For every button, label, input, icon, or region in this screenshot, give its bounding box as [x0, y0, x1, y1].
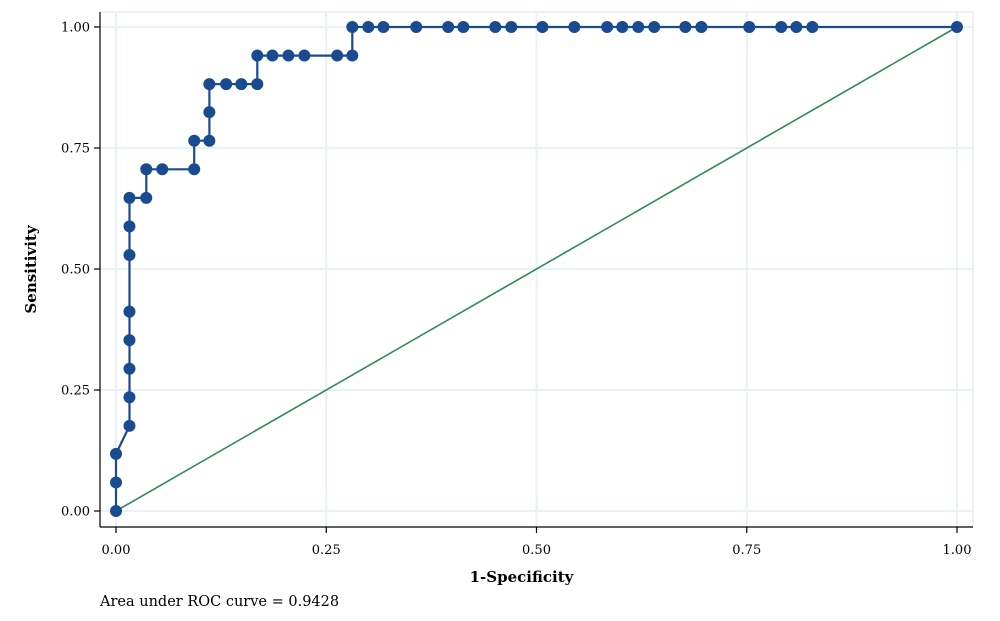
reference-line-layer	[115, 26, 958, 512]
roc-point-38	[601, 21, 614, 33]
roc-point-16	[203, 134, 216, 147]
reference-line	[115, 26, 958, 512]
roc-point-20	[235, 78, 248, 91]
roc-point-37	[568, 21, 581, 33]
y-axis-title: Sensitivity	[22, 224, 40, 313]
roc-point-13	[156, 163, 169, 176]
roc-point-1	[110, 476, 122, 489]
roc-point-29	[362, 21, 375, 33]
roc-point-8	[123, 248, 136, 261]
roc-point-5	[123, 362, 136, 375]
roc-point-12	[140, 163, 153, 176]
roc-point-17	[203, 106, 216, 119]
roc-point-43	[695, 21, 708, 33]
roc-point-32	[442, 21, 455, 33]
roc-point-44	[743, 21, 756, 33]
roc-point-36	[536, 21, 549, 33]
roc-point-26	[331, 49, 344, 62]
roc-point-35	[505, 21, 518, 33]
roc-point-28	[346, 21, 359, 33]
roc-point-4	[123, 391, 136, 404]
roc-point-0	[110, 505, 122, 517]
y-tick-label-4: 1.00	[61, 21, 90, 36]
roc-points-layer	[110, 21, 963, 517]
y-tick-label-0: 0.00	[61, 505, 90, 520]
roc-point-21	[251, 78, 264, 91]
roc-point-10	[123, 191, 136, 204]
roc-point-6	[123, 334, 136, 347]
x-tick-label-1: 0.25	[312, 543, 341, 558]
roc-point-2	[110, 447, 122, 460]
roc-point-34	[489, 21, 502, 33]
roc-point-27	[346, 49, 359, 62]
roc-point-47	[806, 21, 819, 33]
roc-point-48	[951, 21, 963, 33]
roc-point-42	[679, 21, 692, 33]
roc-point-9	[123, 220, 136, 233]
roc-point-33	[457, 21, 470, 33]
y-tick-label-2: 0.50	[61, 263, 90, 278]
axes: 0.00 0.25 0.50 0.75 1.00 0.00 0.25 0.50 0.75 1.00	[61, 12, 973, 558]
roc-point-11	[140, 191, 153, 204]
roc-point-25	[298, 49, 311, 62]
roc-point-22	[251, 49, 264, 62]
x-tick-label-0: 0.00	[102, 543, 131, 558]
y-tick-label-3: 0.75	[61, 142, 90, 157]
x-axis-title: 1-Specificity	[470, 568, 575, 586]
auc-annotation: Area under ROC curve = 0.9428	[100, 594, 340, 610]
roc-point-31	[410, 21, 423, 33]
roc-point-3	[123, 419, 136, 432]
roc-point-24	[282, 49, 295, 62]
x-tick-label-4: 1.00	[943, 543, 972, 558]
roc-point-23	[266, 49, 279, 62]
roc-point-45	[775, 21, 788, 33]
roc-point-7	[123, 305, 136, 318]
x-tick-label-2: 0.50	[522, 543, 551, 558]
roc-point-41	[648, 21, 661, 33]
y-tick-label-1: 0.25	[61, 384, 90, 399]
roc-point-15	[188, 134, 201, 147]
roc-point-18	[203, 78, 216, 91]
roc-point-30	[377, 21, 390, 33]
roc-point-40	[632, 21, 645, 33]
roc-point-46	[790, 21, 803, 33]
roc-point-39	[616, 21, 629, 33]
roc-point-19	[220, 78, 233, 91]
roc-point-14	[188, 163, 201, 176]
x-tick-label-3: 0.75	[732, 543, 761, 558]
